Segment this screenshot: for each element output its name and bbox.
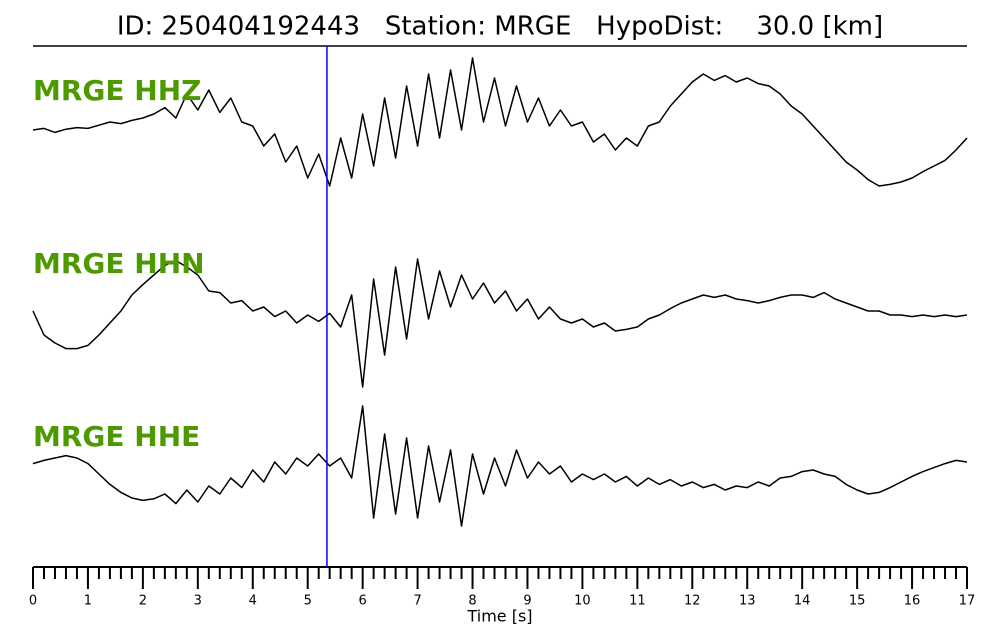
x-tick-label: 8 xyxy=(468,594,476,609)
x-tick-label: 0 xyxy=(29,594,37,609)
x-tick-label: 4 xyxy=(249,594,257,609)
x-tick-label: 3 xyxy=(194,594,202,609)
trace xyxy=(32,258,968,388)
x-axis-label: Time [s] xyxy=(466,607,532,626)
x-tick-label: 15 xyxy=(849,594,866,609)
chart-title: ID: 250404192443 Station: MRGE HypoDist:… xyxy=(117,12,883,42)
trace xyxy=(32,405,968,527)
x-tick-label: 16 xyxy=(904,594,921,609)
x-tick-label: 11 xyxy=(629,594,646,609)
x-tick-label: 5 xyxy=(304,594,312,609)
x-tick-label: 14 xyxy=(794,594,811,609)
x-tick-label: 13 xyxy=(739,594,756,609)
x-tick-label: 7 xyxy=(413,594,421,609)
x-tick-label: 6 xyxy=(359,594,367,609)
trace xyxy=(32,57,968,187)
x-tick-label: 17 xyxy=(959,594,976,609)
x-tick-label: 9 xyxy=(523,594,531,609)
trace-label: MRGE HHN xyxy=(33,247,205,280)
x-tick-label: 2 xyxy=(139,594,147,609)
x-tick-label: 1 xyxy=(84,594,92,609)
x-tick-label: 12 xyxy=(684,594,701,609)
trace-label: MRGE HHE xyxy=(33,420,200,453)
x-tick-label: 10 xyxy=(574,594,591,609)
trace-label: MRGE HHZ xyxy=(33,74,201,107)
